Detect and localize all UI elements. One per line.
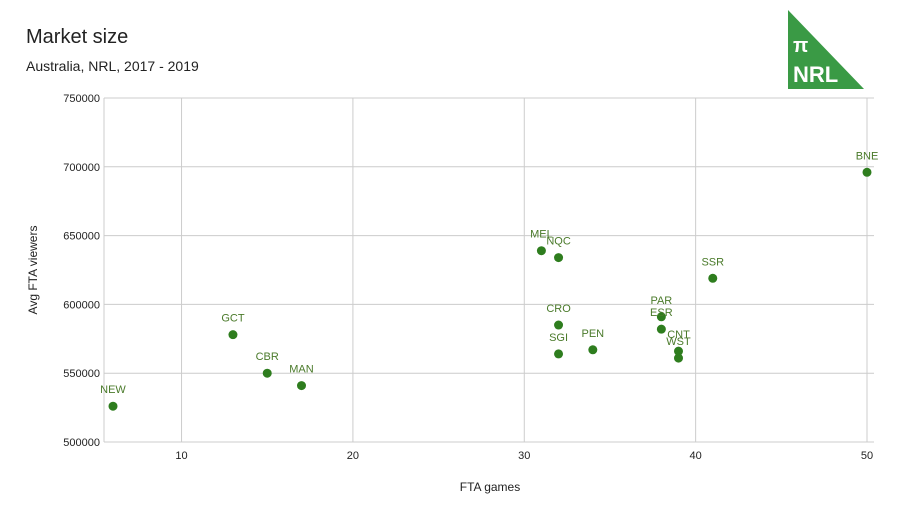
data-points [108, 167, 872, 411]
grid-lines [103, 97, 874, 443]
data-point-ssr[interactable] [708, 273, 718, 283]
point-label-bne: BNE [856, 150, 879, 162]
point-label-mel: MEL [530, 229, 553, 241]
point-label-wst: WST [666, 336, 691, 348]
data-point-cnt[interactable] [674, 346, 683, 356]
point-label-pen: PEN [582, 328, 605, 340]
chart-subtitle: Australia, NRL, 2017 - 2019 [26, 58, 199, 74]
point-label-man: MAN [289, 364, 314, 376]
y-tick-label: 700000 [63, 162, 100, 174]
x-tick-label: 40 [690, 450, 702, 462]
point-label-gct: GCT [221, 313, 245, 325]
logo-triangle [788, 10, 864, 89]
x-tick-label: 10 [175, 450, 187, 462]
data-point-cbr[interactable] [262, 368, 272, 378]
y-tick-labels: 500000 550000 600000 650000 700000 750000 [63, 93, 100, 449]
data-point-sgi[interactable] [554, 349, 564, 359]
x-tick-label: 20 [347, 450, 359, 462]
data-point-par[interactable] [656, 312, 666, 322]
data-point-wst[interactable] [674, 353, 683, 363]
point-label-cnt: CNT [667, 329, 690, 341]
nrl-logo: π NRL [788, 10, 864, 89]
x-tick-label: 50 [861, 450, 873, 462]
point-label-ssr: SSR [701, 256, 724, 268]
point-label-cbr: CBR [256, 351, 279, 363]
y-tick-label: 500000 [63, 437, 100, 449]
data-point-esr[interactable] [656, 324, 666, 334]
y-tick-label: 650000 [63, 231, 100, 243]
x-tick-label: 30 [518, 450, 530, 462]
point-label-nqc: NQC [546, 236, 571, 248]
y-tick-label: 750000 [63, 93, 100, 105]
point-label-new: NEW [100, 384, 126, 396]
point-label-cro: CRO [546, 303, 571, 315]
x-axis-label: FTA games [460, 480, 520, 494]
data-point-mel[interactable] [536, 246, 546, 256]
data-point-cro[interactable] [554, 320, 564, 330]
point-label-esr: ESR [650, 307, 673, 319]
data-point-pen[interactable] [588, 345, 598, 355]
data-point-man[interactable] [297, 381, 306, 391]
point-label-sgi: SGI [549, 332, 568, 344]
data-point-gct[interactable] [228, 330, 238, 340]
x-tick-labels: 10 20 30 40 50 [175, 450, 873, 462]
logo-symbol: π [793, 35, 808, 57]
chart-title: Market size [26, 26, 129, 48]
y-tick-label: 600000 [63, 299, 100, 311]
y-tick-label: 550000 [63, 368, 100, 380]
data-point-new[interactable] [108, 401, 118, 411]
point-label-par: PAR [650, 295, 672, 307]
data-point-bne[interactable] [862, 167, 872, 177]
logo-text: NRL [793, 62, 838, 87]
y-axis-label: Avg FTA viewers [26, 226, 40, 315]
data-point-nqc[interactable] [554, 253, 564, 263]
